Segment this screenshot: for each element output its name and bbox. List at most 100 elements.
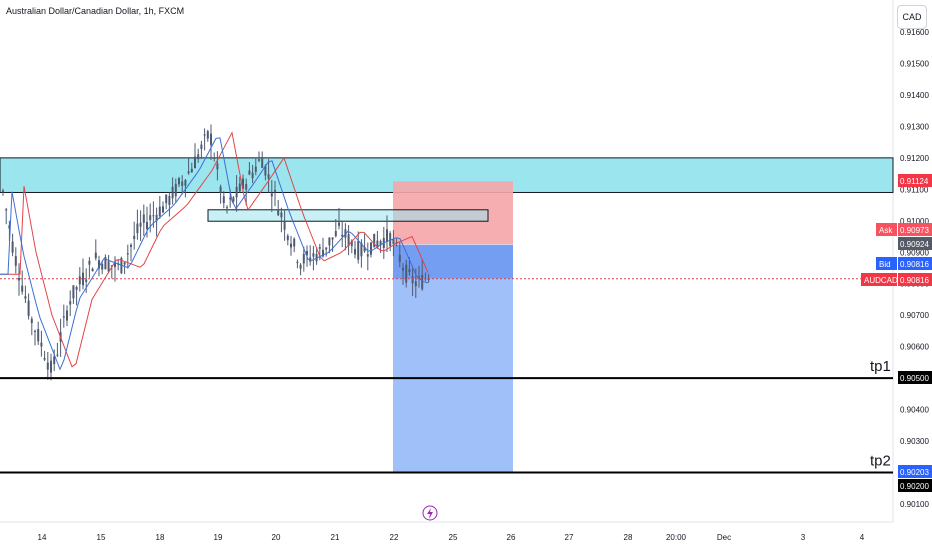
candle-body [341, 234, 344, 237]
candle-body [232, 197, 235, 202]
candle-body [379, 240, 382, 246]
candle-body [78, 276, 81, 285]
candle-body [91, 268, 94, 272]
y-tick-label: 0.91500 [900, 59, 929, 68]
candle-body [56, 354, 59, 356]
candle-body [338, 222, 340, 226]
candle-body [418, 276, 420, 279]
price-tag-bg [898, 479, 932, 492]
candle-body [126, 253, 129, 255]
candle-body [82, 272, 84, 286]
candle-body [414, 281, 417, 287]
candle-body [398, 254, 401, 262]
candle-body [2, 190, 4, 192]
candle-body [24, 296, 27, 299]
candle-body [328, 237, 331, 246]
y-tick-label: 0.91400 [900, 91, 929, 100]
candle-body [299, 264, 302, 269]
y-tick-label: 0.91000 [900, 217, 929, 226]
x-tick-label: 20 [272, 533, 281, 542]
price-tag-value: 0.91124 [900, 177, 929, 186]
price-tag-label: Bid [879, 260, 891, 269]
candle-body [347, 234, 350, 246]
candle-body [302, 253, 305, 264]
candle-body [187, 171, 190, 174]
candle-body [165, 194, 168, 204]
candle-body [274, 189, 276, 192]
candle-body [171, 186, 174, 199]
price-tag-bg [898, 174, 932, 187]
x-tick-label: 4 [860, 533, 865, 542]
level-tp2-label: tp2 [870, 453, 891, 470]
candle-body [94, 252, 97, 259]
y-tick-label: 0.90600 [900, 343, 929, 352]
candle-body [114, 261, 116, 268]
price-tag-value: 0.90200 [900, 482, 929, 491]
candle-body [408, 269, 411, 273]
candle-body [264, 165, 267, 176]
candle-body [354, 249, 356, 255]
candle-body [149, 215, 152, 221]
candle-body [277, 209, 280, 216]
x-tick-label: 26 [507, 533, 516, 542]
candle-body [66, 310, 68, 321]
price-tag-label: AUDCAD [864, 276, 898, 285]
candle-body [370, 242, 372, 255]
candle-body [21, 285, 24, 292]
candle-body [334, 231, 337, 237]
price-tag-label-bg [876, 257, 897, 270]
price-tag-bg [898, 257, 932, 270]
level-tp1-label: tp1 [870, 358, 891, 375]
candle-body [72, 285, 75, 299]
candle-body [360, 242, 363, 257]
candle-body [101, 264, 104, 270]
price-tag-value: 0.90924 [900, 240, 929, 249]
x-tick-label: 3 [801, 533, 806, 542]
price-tag-label-bg [861, 273, 897, 286]
price-tag-bg [898, 371, 932, 384]
x-tick-label: 14 [38, 533, 47, 542]
chart-title: Australian Dollar/Canadian Dollar, 1h, F… [6, 6, 185, 16]
candle-body [18, 278, 20, 281]
x-tick-label: Dec [717, 533, 731, 542]
price-tag-bg [898, 223, 932, 236]
currency-button[interactable]: CAD [897, 5, 927, 29]
price-tag-label-bg [876, 223, 897, 236]
candle-body [296, 261, 299, 264]
y-tick-label: 0.91200 [900, 154, 929, 163]
candle-body [242, 178, 244, 189]
candle-body [62, 316, 65, 318]
candle-body [222, 196, 225, 204]
candle-body [238, 183, 241, 192]
candle-body [270, 193, 273, 197]
x-tick-label: 15 [97, 533, 106, 542]
y-tick-label: 0.90900 [900, 248, 929, 257]
candle-body [267, 174, 270, 179]
candle-body [8, 225, 11, 229]
candle-body [30, 318, 33, 324]
x-tick-label: 28 [624, 533, 633, 542]
candle-body [376, 240, 379, 247]
candle-body [402, 267, 404, 271]
candle-body [123, 262, 126, 265]
candle-body [14, 256, 17, 266]
price-tag-bg [898, 465, 932, 478]
candle-body [88, 260, 91, 265]
price-tag-bg [898, 273, 932, 286]
small-zone [207, 209, 489, 222]
candle-body [286, 235, 289, 241]
candle-body [107, 261, 110, 272]
candle-body [130, 244, 132, 247]
candle-body [245, 184, 248, 190]
candle-body [203, 134, 206, 136]
candle-body [37, 329, 40, 342]
candle-body [283, 221, 286, 230]
candle-body [219, 186, 222, 193]
lightning-icon-bolt [427, 508, 433, 519]
candle-body [158, 206, 161, 217]
candle-body [312, 253, 315, 257]
candle-body [27, 300, 30, 316]
ema-fast-line [0, 137, 429, 371]
